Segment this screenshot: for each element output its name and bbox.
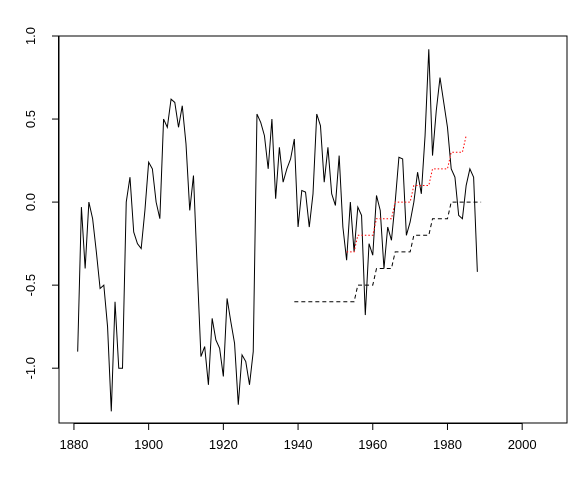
x-tick-label: 2000: [508, 437, 537, 452]
x-tick-label: 1980: [433, 437, 462, 452]
x-tick-label: 1880: [59, 437, 88, 452]
series-line-3: [346, 135, 467, 253]
y-tick-label: 0.0: [23, 193, 38, 211]
plot-frame: [58, 35, 568, 424]
x-axis: 1880 1900 1920 1940 1960 1980 2000: [59, 423, 537, 452]
x-tick-label: 1940: [284, 437, 313, 452]
series-layer: [77, 49, 482, 412]
x-tick-label: 1960: [358, 437, 387, 452]
x-tick-label: 1920: [209, 437, 238, 452]
x-tick-label: 1900: [134, 437, 163, 452]
y-axis: -1.0 -0.5 0.0 0.5 1.0: [23, 27, 59, 379]
series-line-1: [77, 49, 478, 412]
y-tick-label: 0.5: [23, 110, 38, 128]
y-tick-label: -0.5: [23, 274, 38, 296]
y-tick-label: 1.0: [23, 27, 38, 45]
series-line-2: [294, 201, 482, 303]
y-tick-label: -1.0: [23, 357, 38, 379]
